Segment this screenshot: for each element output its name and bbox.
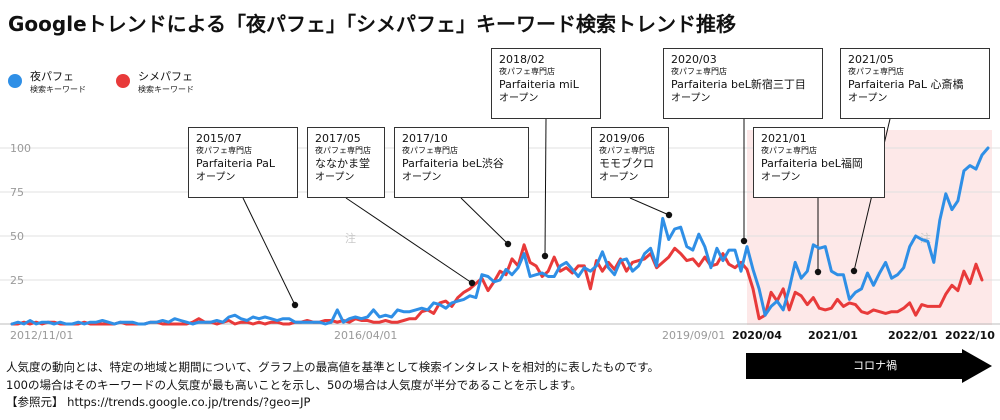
x-tick-label-bold: 2022/01 bbox=[888, 329, 938, 342]
callout-2017-10: 2017/10 夜パフェ専門店 Parfaiteria beL渋谷 オープン bbox=[394, 127, 529, 198]
legend-name: 夜パフェ bbox=[30, 70, 74, 83]
callout-label: 夜パフェ専門店 bbox=[499, 67, 555, 76]
callout-label: 夜パフェ専門店 bbox=[599, 146, 655, 155]
y-tick-label: 50 bbox=[10, 230, 24, 243]
callout-shop: Parfaiteria beL福岡 bbox=[761, 157, 863, 170]
series-line-シメパフェ bbox=[10, 243, 984, 326]
callout-open: オープン bbox=[599, 172, 639, 183]
legend-name: シメパフェ bbox=[138, 70, 193, 83]
leader-line-1 bbox=[345, 197, 473, 284]
callout-shop: Parfaiteria beL新宿三丁目 bbox=[671, 78, 806, 91]
leader-line-2 bbox=[460, 197, 509, 245]
y-axis-ticks: 25 50 75 100 bbox=[10, 142, 31, 287]
callout-label: 夜パフェ専門店 bbox=[402, 146, 458, 155]
callout-open: オープン bbox=[761, 172, 801, 183]
callout-2017-05: 2017/05 夜パフェ専門店 ななかま堂 オープン bbox=[307, 127, 385, 198]
x-tick-label: 2016/04/01 bbox=[334, 329, 397, 342]
event-marker-1 bbox=[468, 279, 476, 287]
event-marker-5 bbox=[740, 237, 748, 245]
leader-line-0 bbox=[242, 197, 296, 306]
y-tick-label: 100 bbox=[10, 142, 31, 155]
callout-open: オープン bbox=[402, 172, 442, 183]
x-tick-label-bold: 2020/04 bbox=[732, 329, 782, 342]
note-glyph: 注 bbox=[920, 231, 931, 245]
footnote: 人気度の動向とは、特定の地域と期間について、グラフ上の最高値を基準として検索イン… bbox=[6, 359, 659, 412]
callout-date: 2021/05 bbox=[848, 53, 894, 66]
callout-label: 夜パフェ専門店 bbox=[671, 67, 727, 76]
legend-sub: 検索キーワード bbox=[30, 85, 86, 94]
callout-2019-06: 2019/06 夜パフェ専門店 モモブクロ オープン bbox=[591, 127, 669, 198]
x-tick-label: 2019/09/01 bbox=[662, 329, 725, 342]
callout-2015-07: 2015/07 夜パフェ専門店 Parfaiteria PaL オープン bbox=[188, 127, 298, 198]
arrow-head bbox=[962, 349, 992, 383]
callout-open: オープン bbox=[848, 93, 888, 104]
callout-shop: Parfaiteria beL渋谷 bbox=[402, 157, 504, 170]
callout-date: 2019/06 bbox=[599, 132, 645, 145]
leader-line-3 bbox=[544, 118, 547, 257]
covid-period-arrow: コロナ禍 bbox=[746, 349, 992, 383]
leader-line-4 bbox=[629, 197, 670, 216]
event-marker-3 bbox=[541, 252, 549, 260]
callout-label: 夜パフェ専門店 bbox=[315, 146, 371, 155]
x-tick-label-bold: 2021/01 bbox=[808, 329, 858, 342]
y-tick-label: 25 bbox=[10, 274, 24, 287]
y-tick-label: 75 bbox=[10, 186, 24, 199]
note-glyph: 注 bbox=[345, 231, 356, 245]
callout-2018-02: 2018/02 夜パフェ専門店 Parfaiteria miL オープン bbox=[491, 48, 601, 119]
callout-shop: Parfaiteria miL bbox=[499, 78, 579, 91]
legend-sub: 検索キーワード bbox=[138, 85, 194, 94]
callout-2021-05: 2021/05 夜パフェ専門店 Parfaiteria PaL 心斎橋 オープン bbox=[840, 48, 990, 119]
callout-shop: モモブクロ bbox=[599, 157, 654, 170]
legend-item-yoru-parfait: 夜パフェ 検索キーワード bbox=[8, 70, 86, 96]
callout-label: 夜パフェ専門店 bbox=[761, 146, 817, 155]
x-tick-label-bold: 2022/10 bbox=[945, 329, 995, 342]
callout-open: オープン bbox=[499, 93, 539, 104]
callout-date: 2015/07 bbox=[196, 132, 242, 145]
footnote-line-1: 人気度の動向とは、特定の地域と期間について、グラフ上の最高値を基準として検索イン… bbox=[6, 360, 660, 374]
legend-item-shime-parfait: シメパフェ 検索キーワード bbox=[116, 70, 194, 96]
covid-label: コロナ禍 bbox=[853, 359, 897, 372]
x-axis-ticks: 2012/11/01 2016/04/01 2019/09/01 2020/04 202… bbox=[10, 231, 995, 342]
callout-label: 夜パフェ専門店 bbox=[196, 146, 252, 155]
footnote-source: 【参照元】 https://trends.google.co.jp/trends… bbox=[6, 395, 311, 409]
callout-open: オープン bbox=[671, 93, 711, 104]
callout-shop: Parfaiteria PaL 心斎橋 bbox=[848, 78, 964, 91]
callout-shop: ななかま堂 bbox=[315, 157, 370, 170]
callout-shop: Parfaiteria PaL bbox=[196, 157, 275, 170]
callout-open: オープン bbox=[315, 172, 355, 183]
arrow-body bbox=[746, 353, 964, 379]
event-markers bbox=[291, 211, 858, 309]
legend-swatch-red bbox=[116, 74, 130, 88]
series-lines bbox=[10, 146, 990, 326]
footnote-line-2: 100の場合はそのキーワードの人気度が最も高いことを示し、50の場合は人気度が半… bbox=[6, 377, 582, 392]
callout-date: 2021/01 bbox=[761, 132, 807, 145]
callout-open: オープン bbox=[196, 172, 236, 183]
event-marker-0 bbox=[291, 301, 299, 309]
callout-label: 夜パフェ専門店 bbox=[848, 67, 904, 76]
callout-date: 2017/10 bbox=[402, 132, 448, 145]
event-marker-2 bbox=[504, 240, 512, 248]
callout-2020-03: 2020/03 夜パフェ専門店 Parfaiteria beL新宿三丁目 オープ… bbox=[663, 48, 823, 119]
callout-date: 2018/02 bbox=[499, 53, 545, 66]
series-line-夜パフェ bbox=[10, 146, 990, 326]
callout-date: 2017/05 bbox=[315, 132, 361, 145]
event-marker-6 bbox=[814, 268, 822, 276]
event-marker-4 bbox=[665, 211, 673, 219]
legend-swatch-blue bbox=[8, 74, 22, 88]
callout-leader-lines bbox=[242, 118, 891, 306]
chart-title: Googleトレンドによる「夜パフェ」「シメパフェ」キーワード検索トレンド推移 bbox=[8, 12, 737, 36]
x-tick-label: 2012/11/01 bbox=[10, 329, 73, 342]
callout-date: 2020/03 bbox=[671, 53, 717, 66]
callout-2021-01: 2021/01 夜パフェ専門店 Parfaiteria beL福岡 オープン bbox=[753, 127, 885, 198]
event-marker-7 bbox=[850, 267, 858, 275]
